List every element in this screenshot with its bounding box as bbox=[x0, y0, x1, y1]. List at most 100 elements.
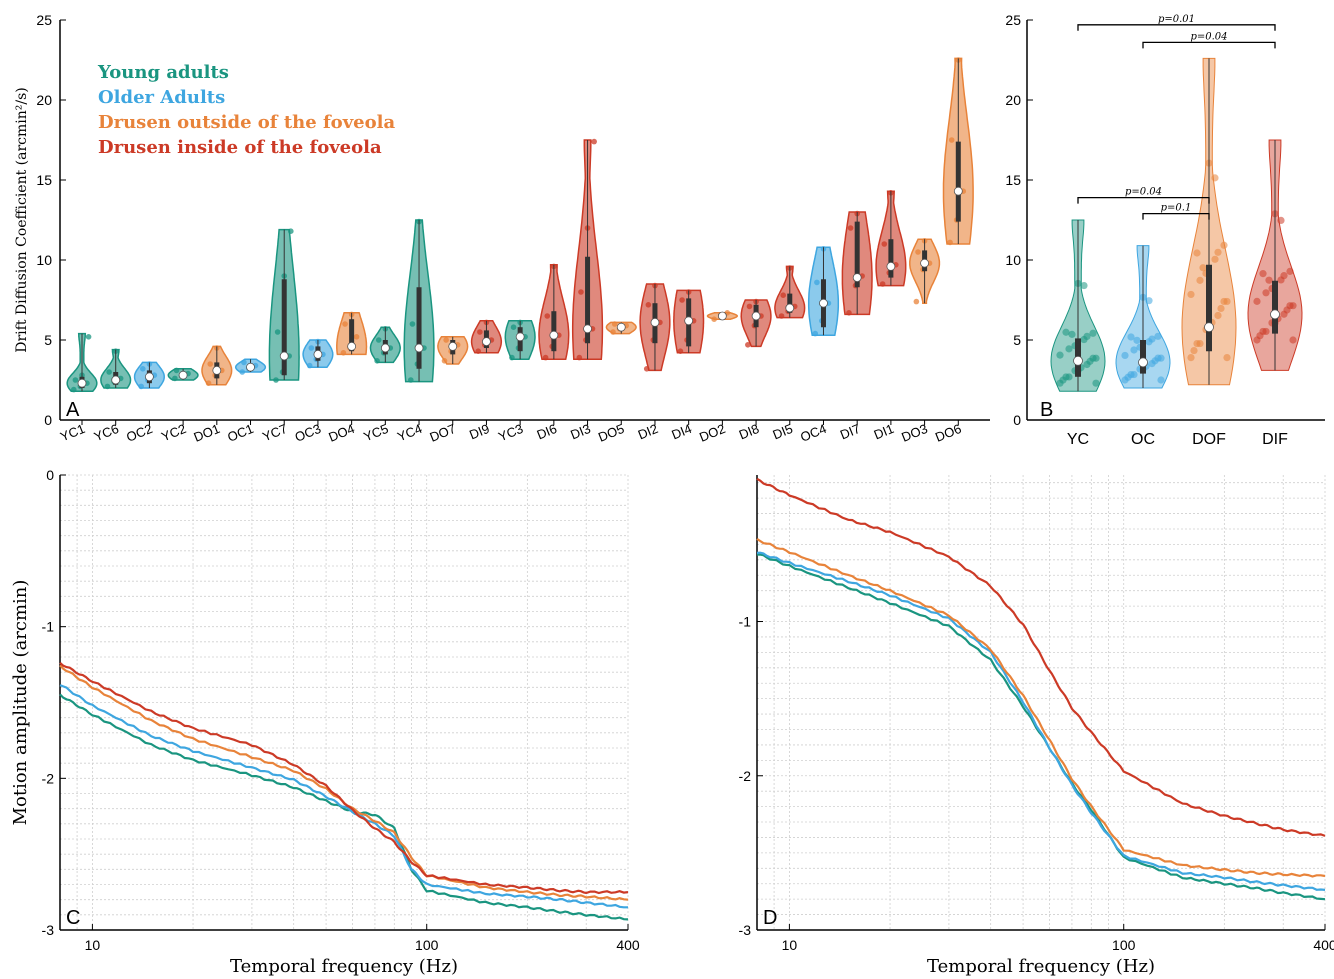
x-axis-label: Temporal frequency (Hz) bbox=[927, 956, 1155, 977]
x-tick-label-YC3: YC3 bbox=[496, 421, 525, 444]
point-DI2-3 bbox=[645, 302, 652, 308]
significance-bracket bbox=[1142, 212, 1210, 220]
point-OC-18 bbox=[1127, 370, 1135, 379]
point-DOF-16 bbox=[1214, 248, 1222, 256]
point-YC7-5 bbox=[288, 228, 294, 234]
point-YC-17 bbox=[1092, 379, 1100, 387]
point-DO1-3 bbox=[207, 361, 214, 367]
median-DI8 bbox=[751, 311, 761, 321]
point-DOF-14 bbox=[1196, 276, 1204, 284]
median-DO7 bbox=[448, 341, 458, 351]
point-DO6-0 bbox=[947, 239, 953, 246]
median-YC7 bbox=[279, 351, 289, 361]
legend-entry-dof: Drusen outside of the foveola bbox=[98, 112, 395, 133]
point-YC1-0 bbox=[70, 386, 77, 393]
x-tick-label: 400 bbox=[1313, 937, 1334, 953]
x-tick-label-YC4: YC4 bbox=[395, 421, 424, 444]
median-OC3 bbox=[313, 349, 323, 359]
series-line-dif bbox=[756, 477, 1326, 837]
median-DO5 bbox=[616, 322, 626, 332]
y-tick-label: -2 bbox=[739, 768, 752, 784]
point-DIF-10 bbox=[1265, 276, 1273, 284]
point-OC4-0 bbox=[812, 330, 819, 337]
y-tick-label: 10 bbox=[36, 252, 52, 268]
point-OC3-0 bbox=[306, 362, 313, 369]
x-tick-label-OC2: OC2 bbox=[124, 421, 154, 445]
median-DI4 bbox=[684, 316, 694, 326]
point-DO4-2 bbox=[353, 334, 360, 340]
point-DIF-18 bbox=[1259, 327, 1267, 336]
legend-entry-young: Young adults bbox=[97, 62, 229, 83]
series-line-young bbox=[59, 693, 629, 921]
series-line-dof bbox=[756, 537, 1326, 878]
point-DI3-5 bbox=[591, 138, 597, 145]
point-DO4-0 bbox=[340, 350, 347, 356]
y-tick-label: 25 bbox=[1005, 12, 1021, 28]
x-tick-label-DO2: DO2 bbox=[697, 421, 727, 445]
median-DO6 bbox=[953, 186, 963, 196]
point-DIF-5 bbox=[1259, 270, 1267, 278]
point-OC-20 bbox=[1145, 297, 1153, 305]
point-DI3-3 bbox=[578, 289, 584, 295]
point-DO5-0 bbox=[610, 329, 616, 335]
significance-bracket bbox=[1077, 196, 1210, 204]
point-DI4-0 bbox=[677, 348, 684, 355]
x-tick-label-DO7: DO7 bbox=[427, 421, 457, 445]
panel-c: -3 -2 -1 0 10 100 400 Temporal frequency (Hz) Mo… bbox=[10, 467, 640, 977]
point-DIF-8 bbox=[1286, 267, 1294, 275]
point-YC3-3 bbox=[510, 324, 517, 331]
panel-d: -3 -2 -1 10 100 400 Temporal frequency (Hz) D bbox=[739, 475, 1334, 977]
y-tick-label: -3 bbox=[42, 922, 55, 938]
point-DI2-0 bbox=[643, 366, 650, 372]
point-DOF-13 bbox=[1187, 290, 1195, 299]
x-tick-label-DO1: DO1 bbox=[192, 421, 222, 445]
point-OC-5 bbox=[1127, 333, 1135, 341]
x-tick-label-DI5: DI5 bbox=[771, 421, 795, 442]
median-DI5 bbox=[785, 303, 795, 313]
point-YC5-3 bbox=[375, 337, 382, 343]
median-OC1 bbox=[246, 362, 255, 372]
point-OC2-3 bbox=[140, 366, 146, 372]
point-DI6-0 bbox=[542, 354, 549, 361]
point-DI3-0 bbox=[576, 354, 583, 361]
panel-b: 0 5 10 15 20 25 YC OC DOF DIF p=0.01 p=0.04 p=0.04 p=… bbox=[1005, 12, 1325, 448]
point-DOF-17 bbox=[1223, 354, 1231, 362]
median-YC3 bbox=[515, 332, 525, 342]
point-DO4-3 bbox=[342, 321, 348, 327]
median-DO2 bbox=[717, 311, 727, 321]
median-DI7 bbox=[852, 273, 862, 283]
x-tick-label-DI7: DI7 bbox=[838, 421, 862, 442]
point-YC4-0 bbox=[407, 377, 414, 383]
grid bbox=[756, 475, 1326, 931]
x-tick-label-DI4: DI4 bbox=[669, 421, 693, 442]
x-tick-label: 100 bbox=[1112, 937, 1136, 953]
grid bbox=[59, 474, 629, 931]
x-tick-label-DO4: DO4 bbox=[326, 421, 356, 445]
series-line-dof bbox=[59, 664, 629, 901]
point-YC-20 bbox=[1080, 281, 1088, 290]
point-YC1-3 bbox=[72, 377, 79, 383]
median-DI3 bbox=[583, 324, 592, 334]
point-DOF-7 bbox=[1211, 255, 1219, 263]
median-OC4 bbox=[819, 298, 828, 308]
y-tick-label: 20 bbox=[36, 92, 52, 108]
point-DOF-20 bbox=[1211, 174, 1219, 182]
point-DIF-16 bbox=[1280, 272, 1288, 280]
point-DO3-0 bbox=[913, 298, 920, 305]
point-DOF-9 bbox=[1190, 346, 1198, 355]
median-YC4 bbox=[414, 343, 424, 353]
p-value-label: p=0.01 bbox=[1158, 14, 1195, 25]
point-DIF-17 bbox=[1289, 336, 1297, 344]
point-DOF-21 bbox=[1220, 297, 1228, 306]
point-OC4-3 bbox=[814, 279, 820, 286]
median-YC bbox=[1073, 355, 1083, 366]
point-DI1-3 bbox=[881, 241, 888, 247]
y-tick-label: -1 bbox=[739, 614, 752, 630]
x-tick-label-DO6: DO6 bbox=[933, 421, 963, 445]
x-tick-label: 100 bbox=[415, 937, 439, 953]
point-YC7-0 bbox=[273, 377, 279, 383]
x-tick-label-DI9: DI9 bbox=[467, 421, 491, 442]
point-DI8-0 bbox=[745, 342, 751, 348]
x-axis-label: Temporal frequency (Hz) bbox=[230, 956, 458, 977]
x-tick-label-DI2: DI2 bbox=[636, 421, 660, 442]
